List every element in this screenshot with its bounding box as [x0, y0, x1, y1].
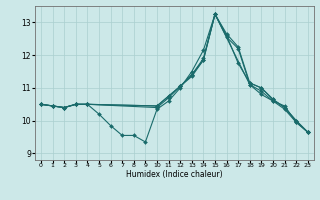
X-axis label: Humidex (Indice chaleur): Humidex (Indice chaleur)	[126, 170, 223, 179]
